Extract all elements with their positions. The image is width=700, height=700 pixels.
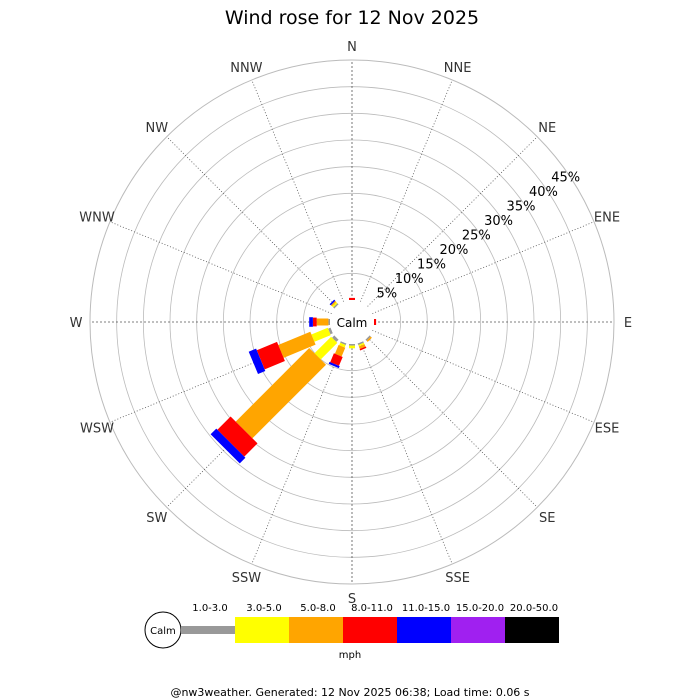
spoke-nnw	[251, 79, 344, 302]
spoke-wnw	[109, 221, 332, 314]
direction-label-ene: ENE	[594, 210, 620, 225]
bar-se-5.0-8.0	[366, 336, 372, 342]
bar-w-11.0-15.0	[309, 317, 313, 327]
legend-swatch-11.0-15.0	[397, 617, 451, 643]
percent-label: 40%	[529, 185, 558, 200]
bar-wsw-5.0-8.0	[278, 331, 316, 358]
chart-title: Wind rose for 12 Nov 2025	[225, 7, 479, 29]
bar-ssw-5.0-8.0	[334, 344, 346, 357]
direction-label-ssw: SSW	[232, 571, 262, 586]
direction-label-sw: SW	[146, 511, 167, 526]
calm-circle	[330, 300, 374, 344]
bar-wsw-3.0-5.0	[311, 327, 331, 342]
calm-center: Calm	[330, 300, 374, 344]
bar-w-5.0-8.0	[316, 318, 329, 326]
spoke-ssw	[251, 342, 344, 565]
grid-circle	[302, 272, 402, 372]
direction-label-se: SE	[539, 511, 555, 526]
percent-label: 35%	[507, 199, 536, 214]
legend-label: 5.0-8.0	[300, 603, 335, 614]
legend-label: 8.0-11.0	[351, 603, 393, 614]
bar-sw-3.0-5.0	[314, 336, 338, 360]
wind-bars	[210, 297, 377, 464]
percent-label: 20%	[439, 243, 468, 258]
bar-nw-11.0-15.0	[329, 299, 336, 306]
speed-legend: Calm 1.0-3.0 3.0-5.0 5.0-8.0 8.0-11.0 11.0-1…	[144, 603, 559, 661]
direction-label-nne: NNE	[444, 61, 472, 76]
bar-e-8.0-11.0	[374, 319, 377, 325]
spoke-ene	[372, 221, 595, 314]
direction-label-nw: NW	[146, 121, 169, 136]
direction-label-n: N	[347, 40, 357, 55]
direction-label-s: S	[348, 592, 356, 607]
percent-label: 30%	[484, 214, 513, 229]
bar-w-1.0-3.0	[328, 319, 330, 325]
direction-labels: N NNE NE ENE E ESE SE SSE S SSW SW WSW W WNW NW NNW	[70, 40, 633, 607]
spoke-se	[367, 337, 538, 508]
bar-ssw-3.0-5.0	[339, 342, 346, 348]
percent-labels: 5%10%15%20%25%30%35%40%45%	[376, 170, 580, 301]
bar-nw-5.0-8.0	[330, 300, 337, 307]
grid-circle	[89, 59, 615, 585]
percent-label: 10%	[395, 272, 424, 287]
bar-sw-1.0-3.0	[332, 335, 339, 342]
legend-swatch-1.0-3.0	[181, 626, 235, 634]
spoke-ne	[367, 136, 538, 307]
bar-sw-11.0-15.0	[210, 428, 246, 464]
bar-n-8.0-11.0	[349, 297, 355, 300]
legend-swatch-3.0-5.0	[235, 617, 289, 643]
direction-label-ese: ESE	[595, 422, 620, 437]
bar-nw-3.0-5.0	[332, 302, 338, 308]
bar-w-8.0-11.0	[312, 317, 317, 327]
footer-text: @nw3weather. Generated: 12 Nov 2025 06:3…	[170, 686, 529, 699]
bar-sse-5.0-8.0	[358, 344, 366, 349]
bar-wsw-8.0-11.0	[256, 341, 285, 370]
direction-label-sse: SSE	[445, 571, 470, 586]
direction-label-w: W	[70, 316, 83, 331]
legend-swatch-20.0-50.0	[505, 617, 559, 643]
spoke-nne	[360, 79, 453, 302]
direction-label-ne: NE	[538, 121, 556, 136]
bar-se-1.0-3.0	[365, 335, 371, 341]
legend-swatch-15.0-20.0	[451, 617, 505, 643]
direction-label-nnw: NNW	[230, 61, 262, 76]
spoke-ese	[372, 330, 595, 423]
bar-sw-5.0-8.0	[235, 348, 326, 439]
bar-ssw-11.0-15.0	[328, 361, 340, 369]
calm-label: Calm	[337, 316, 368, 330]
bar-ssw-8.0-11.0	[330, 353, 343, 366]
bar-wsw-11.0-15.0	[248, 348, 266, 374]
bar-s-3.0-5.0	[349, 345, 355, 349]
legend-label: 1.0-3.0	[192, 603, 227, 614]
bar-sw-8.0-11.0	[217, 416, 258, 457]
spoke-nw	[166, 136, 337, 307]
percent-label: 25%	[462, 228, 491, 243]
bar-s-1.0-3.0	[349, 344, 355, 346]
legend-swatch-5.0-8.0	[289, 617, 343, 643]
spoke-sse	[360, 342, 453, 565]
grid-circle	[142, 112, 562, 532]
bar-sse-8.0-11.0	[359, 346, 367, 351]
percent-label: 45%	[551, 170, 580, 185]
legend-calm-label: Calm	[150, 626, 176, 637]
direction-label-wsw: WSW	[80, 422, 114, 437]
bar-ssw-1.0-3.0	[340, 341, 347, 345]
bar-nw-1.0-3.0	[333, 303, 339, 309]
legend-label: 3.0-5.0	[246, 603, 281, 614]
legend-label: 11.0-15.0	[402, 603, 450, 614]
bar-sse-1.0-3.0	[357, 341, 364, 345]
grid-circle	[222, 192, 482, 452]
percent-label: 5%	[376, 287, 397, 302]
legend-units: mph	[339, 650, 361, 661]
bar-sse-3.0-5.0	[358, 342, 365, 347]
percent-label: 15%	[417, 257, 446, 272]
direction-label-wnw: WNW	[79, 210, 115, 225]
legend-swatch-8.0-11.0	[343, 617, 397, 643]
direction-label-e: E	[624, 316, 632, 331]
bar-wsw-1.0-3.0	[328, 327, 333, 335]
legend-label: 20.0-50.0	[510, 603, 558, 614]
legend-label: 15.0-20.0	[456, 603, 504, 614]
